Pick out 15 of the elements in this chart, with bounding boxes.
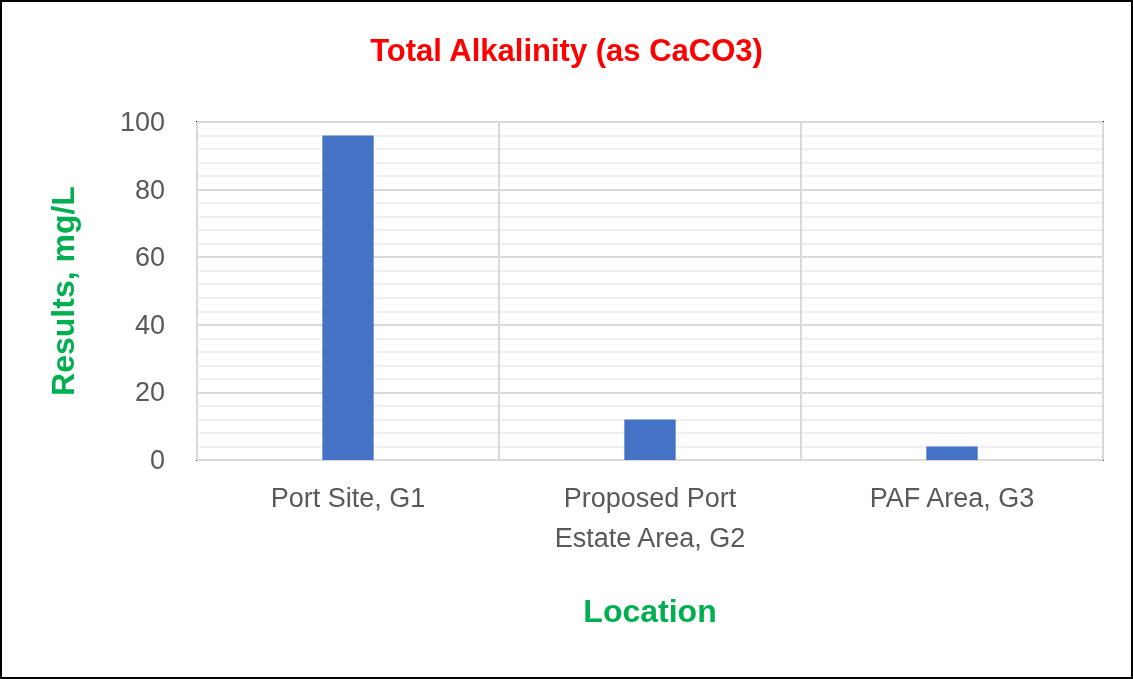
- y-tick-label: 100: [119, 107, 165, 137]
- y-tick-label: 20: [134, 377, 165, 408]
- bar: [926, 446, 978, 460]
- chart-title: Total Alkalinity (as CaCO3): [370, 33, 763, 68]
- y-axis-title: Results, mg/L: [45, 186, 81, 396]
- bar: [624, 419, 676, 460]
- y-tick-label: 80: [134, 174, 165, 205]
- x-axis-title: Location: [583, 593, 717, 629]
- y-tick-label: 60: [134, 242, 165, 273]
- y-tick-label: 0: [149, 445, 165, 475]
- x-tick-label: Proposed Port Estate Area, G2: [554, 483, 746, 553]
- x-tick-label: PAF Area, G3: [869, 483, 1035, 513]
- y-tick-label: 40: [134, 309, 165, 340]
- x-tick-label: Port Site, G1: [270, 483, 426, 513]
- bar: [322, 135, 374, 460]
